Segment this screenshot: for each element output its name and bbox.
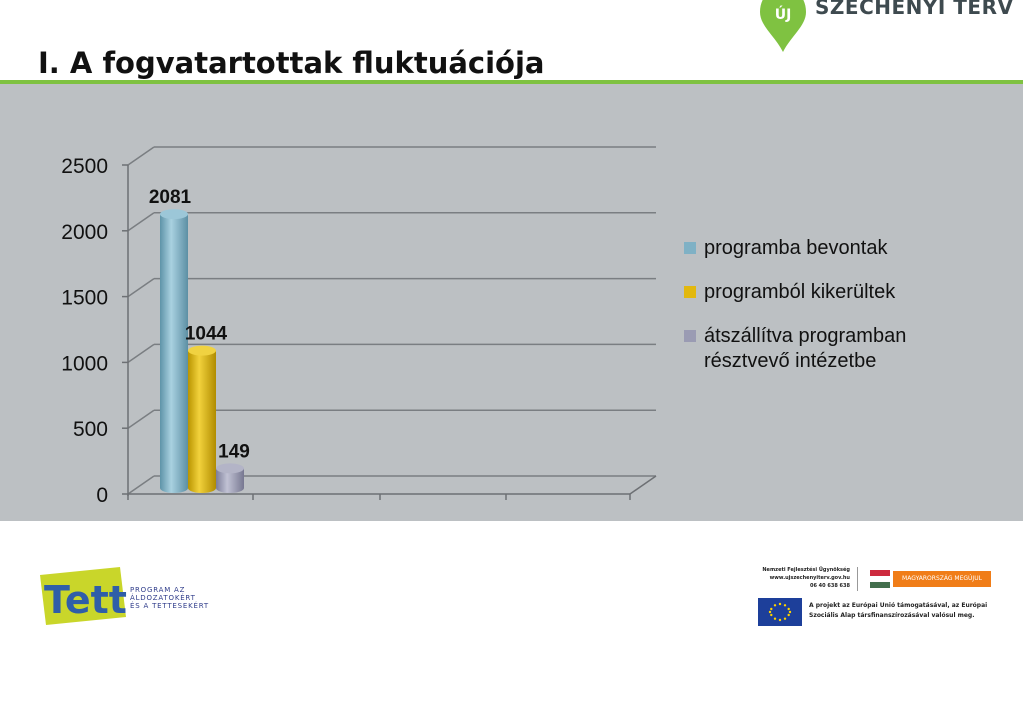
nfu-info: Nemzeti Fejlesztési Ügynökség www.ujszec… (740, 566, 850, 590)
nfu-line2: www.ujszechenyiterv.gov.hu (769, 575, 850, 581)
bar-3 (216, 463, 244, 493)
location-pin-icon: ÚJ (760, 0, 806, 52)
y-tick-label-5: 2500 (61, 155, 108, 178)
chart-data-labels: 2081 1044 149 (149, 187, 250, 462)
bar-body-3 (216, 468, 244, 493)
nfu-line3: 06 40 638 638 (809, 583, 850, 589)
gridline-diagonal-1 (127, 409, 155, 429)
y-tick-label-2: 1000 (61, 352, 108, 375)
tett-logo-text: Tett (44, 578, 127, 622)
bar-body-1 (160, 214, 188, 494)
y-tick-label-3: 1500 (61, 287, 108, 310)
data-label-3: 149 (218, 441, 250, 462)
legend-item-series2: programból kikerültek (684, 280, 906, 305)
tett-line1: PROGRAM AZ (130, 586, 186, 594)
footer-separator (857, 567, 858, 591)
bar-2 (188, 345, 216, 493)
eu-line2: Szociális Alap társfinanszírozásával val… (809, 612, 975, 619)
bar-chart: 0 500 1000 1500 2000 2500 2081 1044 149 (61, 146, 657, 507)
legend-label-series1: programba bevontak (704, 237, 888, 259)
tett-logo: Tett (38, 565, 128, 632)
legend-item-series3: átszállítva programban résztvevő intézet… (684, 324, 906, 374)
magyarorszag-megujul-badge: MAGYARORSZÁG MEGÚJUL (893, 571, 991, 587)
y-tick-label-0: 0 (96, 484, 108, 507)
bar-body-2 (188, 350, 216, 493)
legend-item-series1: programba bevontak (684, 236, 906, 261)
data-label-2: 1044 (185, 324, 228, 345)
header-divider (0, 80, 1023, 84)
chart-grid (127, 146, 656, 495)
nfu-line1: Nemzeti Fejlesztési Ügynökség (762, 567, 850, 573)
hungarian-flag-icon (870, 570, 890, 588)
gridline-diagonal-0 (127, 475, 155, 495)
chart-axes: 0 500 1000 1500 2000 2500 (61, 155, 657, 507)
bar-1 (160, 209, 188, 494)
data-label-1: 2081 (149, 187, 192, 208)
tett-line2: ÁLDOZATOKÉRT (130, 594, 196, 602)
floor-right-edge (629, 475, 657, 495)
page-title: I. A fogvatartottak fluktuációja (38, 46, 545, 80)
legend-label-series3-line1: átszállítva programban (704, 325, 907, 347)
tett-program-text: PROGRAM AZ ÁLDOZATOKÉRT ÉS A TETTESEKÉRT (130, 586, 209, 610)
bar-top-2 (188, 345, 216, 356)
y-tick-label-1: 500 (73, 418, 108, 441)
legend-swatch-series3 (684, 330, 696, 342)
chart-legend: programba bevontak programból kikerültek… (684, 236, 906, 393)
chart-bars (160, 209, 244, 494)
eu-line1: A projekt az Európai Unió támogatásával,… (809, 602, 988, 609)
gridline-diagonal-5 (127, 146, 155, 166)
gridline-diagonal-4 (127, 212, 155, 232)
brand-name: SZÉCHENYI TERV (815, 0, 1014, 19)
eu-flag-icon (758, 598, 802, 626)
brand-badge: ÚJ (775, 5, 792, 23)
bar-top-1 (160, 209, 188, 220)
legend-swatch-series1 (684, 242, 696, 254)
tett-line3: ÉS A TETTESEKÉRT (130, 602, 209, 610)
y-tick-label-4: 2000 (61, 221, 108, 244)
gridline-diagonal-3 (127, 277, 155, 298)
legend-swatch-series2 (684, 286, 696, 298)
bar-top-3 (216, 463, 244, 474)
eu-funding-text: A projekt az Európai Unió támogatásával,… (809, 601, 987, 621)
szechenyi-terv-logo: ÚJ (757, 0, 1007, 56)
legend-label-series2: programból kikerültek (704, 281, 896, 303)
gridline-diagonal-2 (127, 343, 155, 364)
legend-label-series3-line2: résztvevő intézetbe (704, 350, 877, 372)
